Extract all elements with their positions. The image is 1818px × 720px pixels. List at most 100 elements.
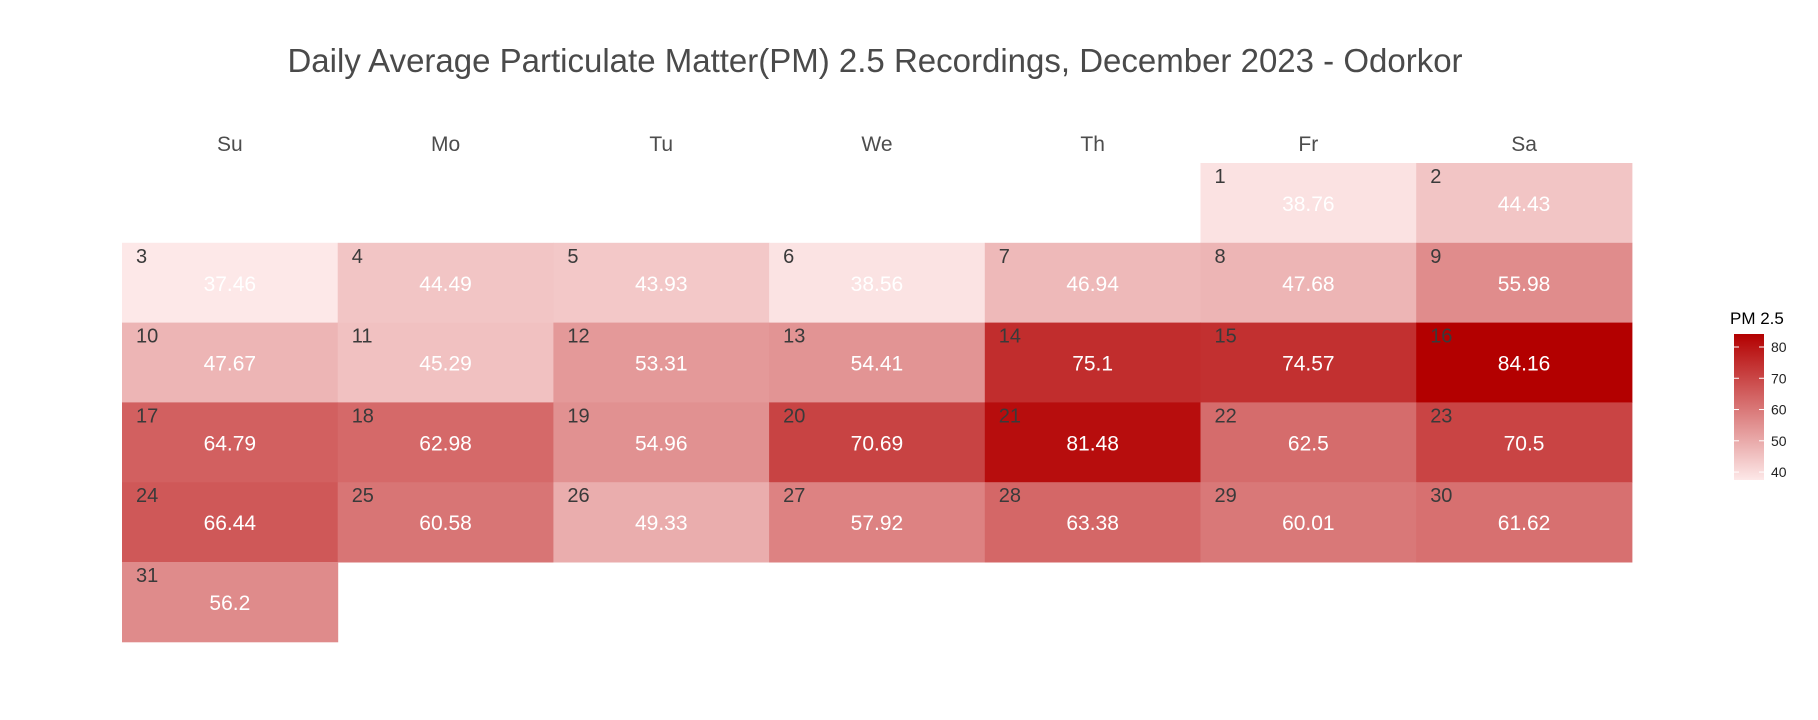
day-cell-7 xyxy=(984,242,1201,324)
day-cell-24 xyxy=(122,482,339,563)
day-cell-8 xyxy=(1200,242,1417,324)
legend-title: PM 2.5 xyxy=(1730,309,1784,328)
pm25-value-label: 64.79 xyxy=(204,432,257,455)
day-number: 4 xyxy=(352,246,363,268)
day-cell-29 xyxy=(1200,482,1417,563)
day-cell-22 xyxy=(1200,402,1417,483)
day-cell-15 xyxy=(1200,322,1417,403)
day-cell-28 xyxy=(984,482,1201,563)
pm25-value-label: 38.76 xyxy=(1282,193,1335,216)
day-number: 10 xyxy=(136,326,158,348)
legend-ticks: 40 50 60 70 80 xyxy=(1734,339,1787,480)
day-cell-13 xyxy=(769,322,986,403)
day-cell-26 xyxy=(553,482,770,563)
day-cell-21 xyxy=(984,402,1201,483)
pm25-value-label: 54.96 xyxy=(635,432,688,455)
legend-tick-label: 50 xyxy=(1771,433,1787,449)
weekday-header-we: We xyxy=(861,133,892,156)
chart-title: Daily Average Particulate Matter(PM) 2.5… xyxy=(287,42,1462,79)
day-number: 26 xyxy=(567,485,589,507)
day-number: 21 xyxy=(999,405,1021,427)
day-number: 31 xyxy=(136,565,158,587)
day-cell-14 xyxy=(984,322,1201,403)
day-number: 8 xyxy=(1215,246,1226,268)
pm25-value-label: 47.67 xyxy=(204,353,257,376)
day-cell-2 xyxy=(1416,163,1633,244)
day-number: 29 xyxy=(1215,485,1237,507)
day-number: 25 xyxy=(352,485,374,507)
pm25-value-label: 70.5 xyxy=(1504,432,1545,455)
weekday-header-fr: Fr xyxy=(1298,133,1318,156)
pm25-value-label: 55.98 xyxy=(1498,273,1551,296)
day-number: 13 xyxy=(783,326,805,348)
day-cell-10 xyxy=(122,322,339,403)
day-cell-19 xyxy=(553,402,770,483)
pm25-value-label: 56.2 xyxy=(209,592,250,615)
pm25-value-label: 70.69 xyxy=(851,432,904,455)
day-cell-3 xyxy=(122,242,339,324)
pm25-value-label: 44.43 xyxy=(1498,193,1551,216)
pm25-value-label: 47.68 xyxy=(1282,273,1335,296)
day-cell-18 xyxy=(337,402,554,483)
weekday-header-tu: Tu xyxy=(649,133,673,156)
day-cell-25 xyxy=(337,482,554,563)
calendar-cells: 1 38.76 2 44.43 3 37.46 4 44.49 5 43.93 6 38.56 7 46.… xyxy=(122,163,1633,643)
day-number: 11 xyxy=(352,326,373,348)
day-cell-17 xyxy=(122,402,339,483)
day-number: 22 xyxy=(1215,405,1237,427)
pm25-value-label: 45.29 xyxy=(419,353,472,376)
pm25-value-label: 66.44 xyxy=(204,512,257,535)
pm25-value-label: 61.62 xyxy=(1498,512,1551,535)
legend-tick-label: 80 xyxy=(1771,339,1787,355)
pm25-value-label: 74.57 xyxy=(1282,353,1335,376)
day-number: 2 xyxy=(1430,166,1441,188)
day-number: 30 xyxy=(1430,485,1452,507)
day-cell-27 xyxy=(769,482,986,563)
day-cell-11 xyxy=(337,322,554,403)
day-cell-30 xyxy=(1416,482,1633,563)
legend-tick-label: 60 xyxy=(1771,402,1787,418)
pm25-value-label: 60.58 xyxy=(419,512,472,535)
day-number: 12 xyxy=(567,326,589,348)
pm25-value-label: 43.93 xyxy=(635,273,688,296)
pm25-value-label: 60.01 xyxy=(1282,512,1335,535)
pm25-value-label: 46.94 xyxy=(1066,273,1119,296)
pm25-value-label: 62.98 xyxy=(419,432,472,455)
day-number: 19 xyxy=(567,405,589,427)
day-number: 20 xyxy=(783,405,805,427)
day-number: 5 xyxy=(567,246,578,268)
day-number: 23 xyxy=(1430,405,1452,427)
day-number: 3 xyxy=(136,246,147,268)
pm25-value-label: 57.92 xyxy=(851,512,904,535)
day-number: 6 xyxy=(783,246,794,268)
day-number: 24 xyxy=(136,485,158,507)
pm25-value-label: 75.1 xyxy=(1072,353,1113,376)
pm25-value-label: 38.56 xyxy=(851,273,904,296)
legend-tick-label: 40 xyxy=(1771,464,1787,480)
pm25-value-label: 44.49 xyxy=(419,273,472,296)
pm25-value-label: 62.5 xyxy=(1288,432,1329,455)
weekday-header-mo: Mo xyxy=(431,133,460,156)
pm25-value-label: 53.31 xyxy=(635,353,688,376)
pm25-value-label: 49.33 xyxy=(635,512,688,535)
day-cell-4 xyxy=(337,242,554,324)
color-legend: PM 2.5 40 50 60 70 80 xyxy=(1730,309,1787,480)
day-cell-12 xyxy=(553,322,770,403)
day-cell-31 xyxy=(122,562,339,643)
day-number: 9 xyxy=(1430,246,1441,268)
day-number: 16 xyxy=(1430,326,1452,348)
day-cell-9 xyxy=(1416,242,1633,324)
day-number: 1 xyxy=(1215,166,1226,188)
pm25-value-label: 37.46 xyxy=(204,273,257,296)
weekday-header-sa: Sa xyxy=(1511,133,1537,156)
day-number: 15 xyxy=(1215,326,1237,348)
day-cell-20 xyxy=(769,402,986,483)
day-cell-23 xyxy=(1416,402,1633,483)
day-number: 18 xyxy=(352,405,374,427)
weekday-headers: Su Mo Tu We Th Fr Sa xyxy=(217,133,1537,156)
day-number: 14 xyxy=(999,326,1021,348)
day-number: 7 xyxy=(999,246,1010,268)
weekday-header-th: Th xyxy=(1080,133,1105,156)
weekday-header-su: Su xyxy=(217,133,243,156)
